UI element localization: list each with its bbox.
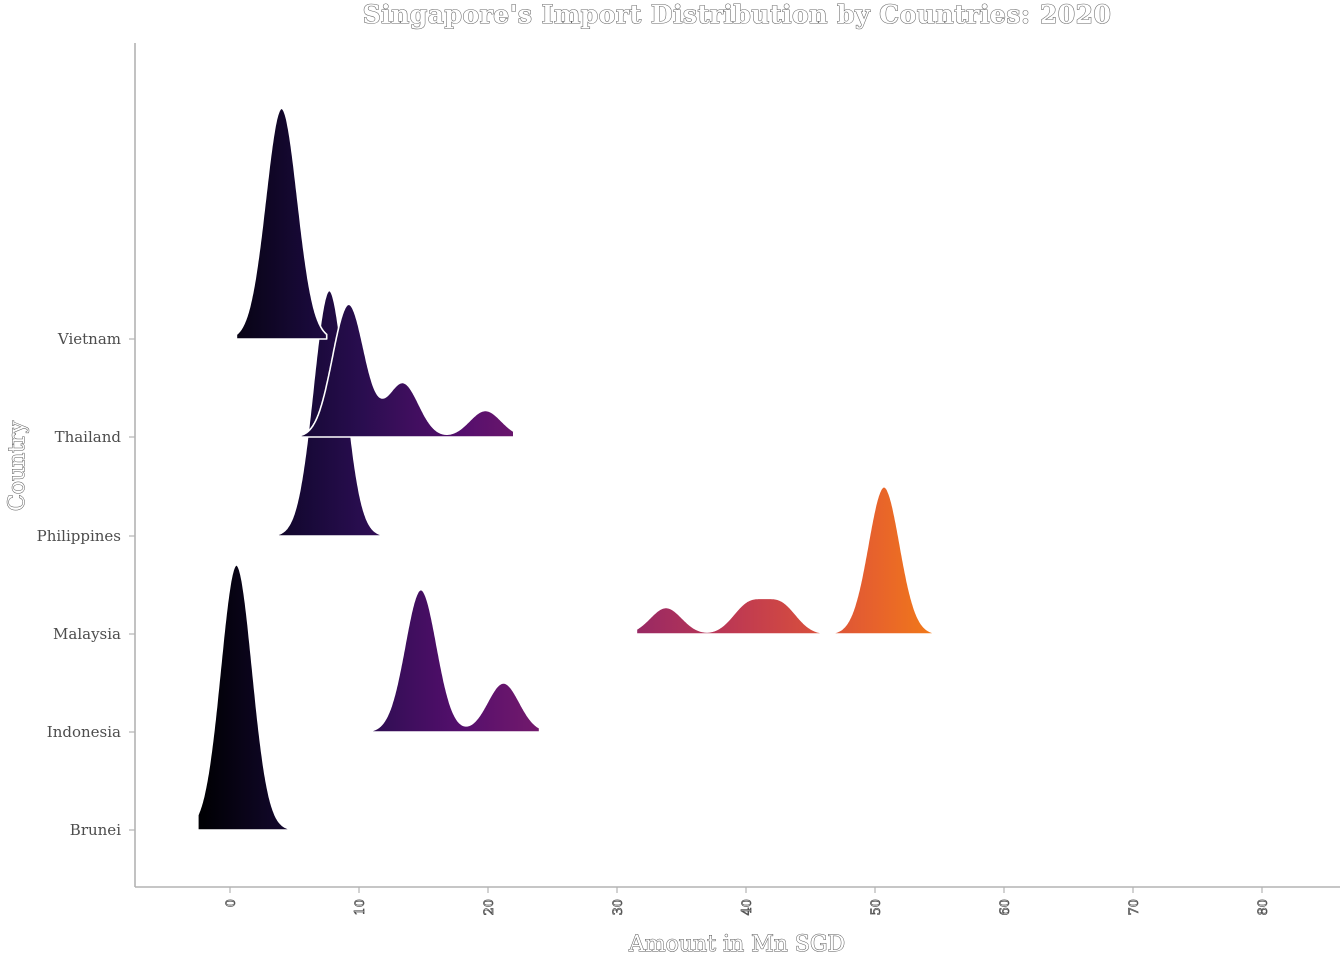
y-axis-ticks: Brunei Indonesia Malaysia Philippines Thaila… <box>37 330 135 839</box>
y-axis-title: Country <box>5 420 30 511</box>
x-tick-label: 30 <box>611 899 626 916</box>
chart-title: Singapore's Import Distribution by Count… <box>363 0 1112 29</box>
y-tick-label: Thailand <box>55 428 122 446</box>
ridge-vietnam-1 <box>235 107 328 340</box>
y-tick-label: Malaysia <box>53 625 121 643</box>
x-tick-label: 50 <box>869 899 884 916</box>
x-tick-label: 40 <box>740 899 755 916</box>
y-tick-label: Brunei <box>70 821 121 839</box>
ridge-thailand-1 <box>300 303 515 438</box>
y-tick-label: Indonesia <box>47 723 121 741</box>
y-tick-label: Philippines <box>37 527 121 545</box>
ridge-malaysia-1 <box>635 597 821 635</box>
ridge-brunei-1 <box>197 564 289 831</box>
x-tick-label: 0 <box>224 899 239 907</box>
x-axis-title: Amount in Mn SGD <box>628 932 845 957</box>
x-tick-label: 80 <box>1256 899 1271 916</box>
x-tick-label: 60 <box>998 899 1013 916</box>
x-axis-ticks: 0 10 20 30 40 50 60 70 80 <box>224 887 1271 916</box>
x-tick-label: 10 <box>353 899 368 916</box>
ridges-layer <box>197 107 934 831</box>
ridge-indonesia-1 <box>371 588 541 733</box>
ridge-malaysia-2 <box>834 485 934 635</box>
x-tick-label: 20 <box>482 899 497 916</box>
x-tick-label: 70 <box>1127 899 1142 916</box>
y-tick-label: Vietnam <box>57 330 121 348</box>
